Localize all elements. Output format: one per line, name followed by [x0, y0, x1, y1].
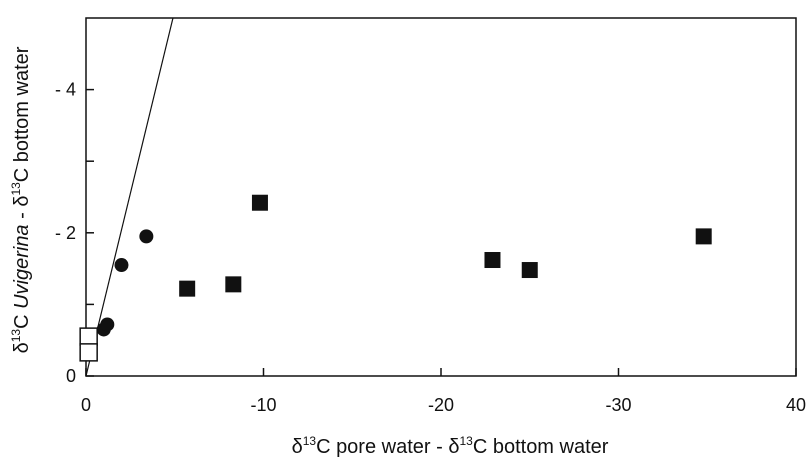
data-point-square — [695, 228, 712, 245]
data-point-square — [251, 194, 268, 211]
x-tick-label: 40 — [786, 395, 806, 415]
data-point-square — [225, 276, 242, 293]
data-point-circle — [114, 258, 129, 273]
y-tick-label: - 4 — [55, 80, 76, 100]
data-point-square — [521, 262, 538, 279]
data-point-square — [484, 252, 501, 269]
reference-line-layer — [85, 17, 174, 377]
data-point-square — [179, 280, 196, 297]
data-point-open-square — [79, 343, 98, 362]
y-axis-title: δ13C Uvigerina - δ13C bottom water — [9, 46, 33, 353]
x-axis-title: δ13C pore water - δ13C bottom water — [292, 434, 609, 458]
plot-frame — [85, 17, 797, 377]
data-point-circle — [100, 317, 115, 332]
data-point-open-square — [79, 327, 98, 346]
x-tick-label: 0 — [81, 395, 91, 415]
x-tick-label: -20 — [428, 395, 454, 415]
tick-labels: 0 -10 -20 -30 40 0 - 2 - 4 — [55, 80, 806, 415]
data-marks — [79, 194, 712, 362]
reference-line — [85, 17, 174, 377]
axis-ticks — [85, 88, 797, 377]
x-tick-label: -30 — [605, 395, 631, 415]
y-tick-label: - 2 — [55, 223, 76, 243]
x-tick-label: -10 — [250, 395, 276, 415]
data-point-circle — [139, 229, 154, 244]
y-tick-label: 0 — [66, 366, 76, 386]
